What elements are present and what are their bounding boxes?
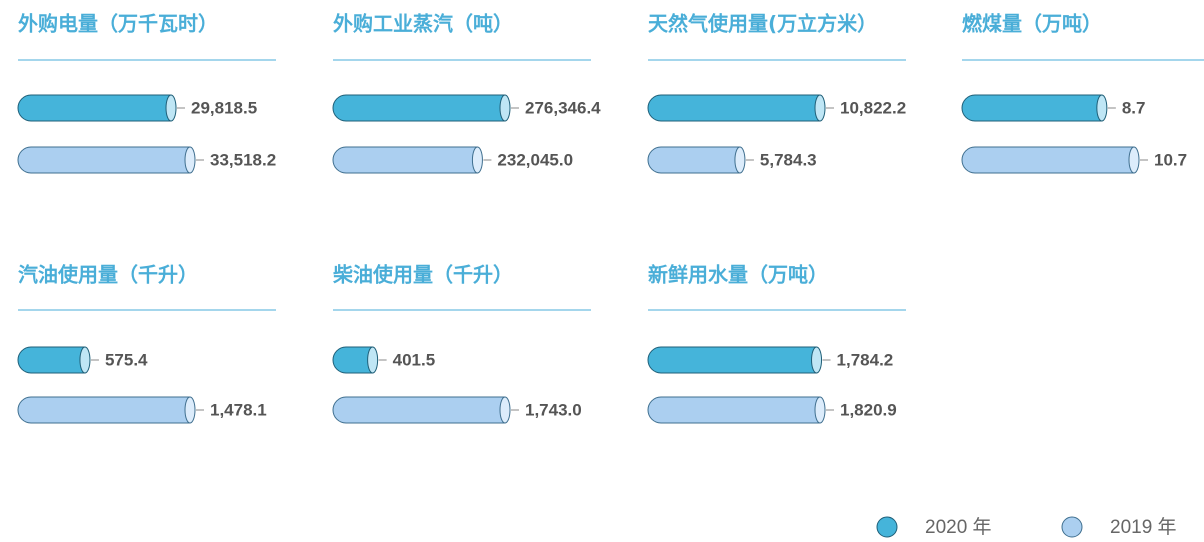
bar (332, 346, 374, 374)
chart-title: 天然气使用量(万立方米） (648, 12, 877, 36)
bar (647, 146, 741, 174)
bar-cap (1096, 94, 1108, 122)
chart-title: 外购电量（万千瓦时） (18, 12, 218, 36)
bar (332, 94, 506, 122)
bar (647, 396, 821, 424)
chart-title: 新鲜用水量（万吨） (648, 263, 828, 287)
bar-cap (184, 146, 196, 174)
value-label: 276,346.4 (525, 98, 601, 117)
value-label: 10.7 (1154, 150, 1187, 169)
chart-title: 燃煤量（万吨） (962, 12, 1102, 36)
value-label: 10,822.2 (840, 98, 906, 117)
bar (647, 346, 818, 374)
bar-cap (471, 146, 483, 174)
bar (332, 146, 478, 174)
bar (17, 396, 191, 424)
bar-cap (367, 346, 379, 374)
value-label: 8.7 (1122, 98, 1146, 117)
bar (332, 396, 506, 424)
chart-title: 汽油使用量（千升） (18, 263, 198, 287)
legend-label: 2020 年 (925, 516, 992, 538)
value-label: 1,784.2 (837, 350, 894, 369)
value-label: 33,518.2 (210, 150, 276, 169)
bar (17, 146, 191, 174)
legend-swatch (1061, 516, 1083, 538)
bar (961, 146, 1135, 174)
bar (647, 94, 821, 122)
bar (17, 94, 172, 122)
bar-cap (734, 146, 746, 174)
value-label: 575.4 (105, 350, 148, 369)
value-label: 232,045.0 (497, 150, 573, 169)
bar-cap (79, 346, 91, 374)
bar-cap (184, 396, 196, 424)
value-label: 1,743.0 (525, 400, 582, 419)
legend-label: 2019 年 (1110, 516, 1177, 538)
legend-swatch (876, 516, 898, 538)
bar-cap (499, 94, 511, 122)
bar (17, 346, 86, 374)
value-label: 5,784.3 (760, 150, 817, 169)
bar-cap (499, 396, 511, 424)
value-label: 401.5 (393, 350, 436, 369)
value-label: 1,820.9 (840, 400, 897, 419)
chart-title: 柴油使用量（千升） (332, 263, 513, 287)
bar (961, 94, 1103, 122)
bar-cap (814, 396, 826, 424)
value-label: 29,818.5 (191, 98, 257, 117)
bar-cap (811, 346, 823, 374)
bar-cap (165, 94, 177, 122)
bar-cap (1128, 146, 1140, 174)
chart-title: 外购工业蒸汽（吨） (333, 12, 513, 36)
value-label: 1,478.1 (210, 400, 267, 419)
bar-cap (814, 94, 826, 122)
